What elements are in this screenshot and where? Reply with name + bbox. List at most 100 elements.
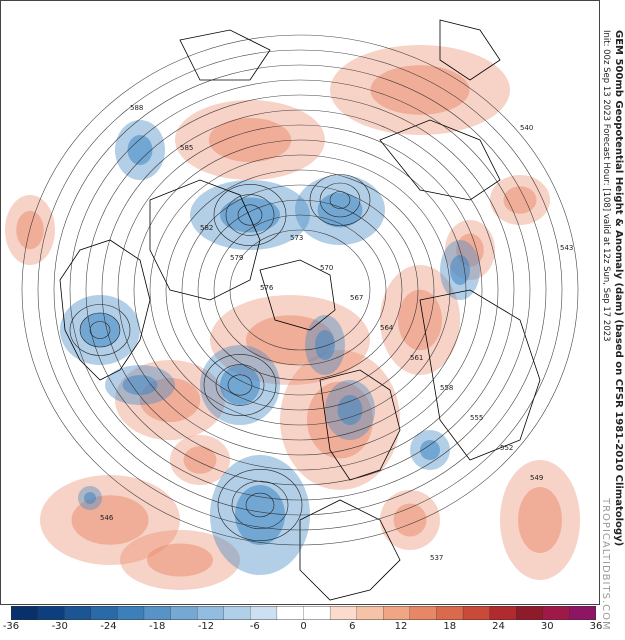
coastline — [419, 289, 541, 461]
height-contour — [149, 154, 451, 426]
height-contour — [229, 229, 371, 351]
colorbar-tick-label: -24 — [100, 621, 117, 632]
low-contour — [89, 321, 111, 339]
colorbar-tick-label: 30 — [540, 621, 554, 632]
height-contour — [165, 169, 435, 411]
low-contour — [319, 182, 361, 218]
colorbar-swatch — [64, 606, 92, 620]
positive-anomaly-core — [183, 446, 217, 474]
positive-anomaly-core — [518, 487, 562, 553]
colorbar-tick-label: 24 — [492, 621, 505, 632]
positive-anomaly-core — [370, 65, 470, 115]
negative-anomaly-core — [420, 440, 440, 460]
colorbar-tick-label: 0 — [300, 621, 307, 632]
contour-label: 540 — [520, 124, 533, 132]
colorbar-swatch — [37, 606, 65, 620]
colorbar-tick-label: -6 — [249, 621, 260, 632]
colorbar-swatch — [170, 606, 198, 620]
low-contour — [227, 374, 253, 396]
contour-label: 555 — [470, 414, 483, 422]
colorbar-swatch — [11, 606, 39, 620]
contour-label: 546 — [100, 514, 114, 522]
contour-label: 579 — [230, 254, 243, 262]
positive-anomaly-core — [398, 289, 442, 351]
colorbar-swatch — [196, 606, 225, 620]
contour-label: 567 — [350, 294, 363, 302]
height-contour — [133, 139, 467, 441]
colorbar-swatch — [117, 606, 145, 620]
coastline — [379, 119, 501, 201]
height-contour — [213, 214, 387, 366]
colorbar-tick-label: -36 — [2, 621, 20, 632]
colorbar-swatch — [276, 606, 305, 620]
height-contour — [117, 124, 483, 456]
positive-anomaly-core — [208, 118, 292, 162]
colorbar-swatch — [409, 606, 438, 620]
colorbar-tick-label: 6 — [349, 621, 356, 632]
low-contour — [79, 312, 121, 348]
chart-title: GEM 500mb Geopotential Height & Anomaly … — [613, 30, 624, 547]
low-contour — [225, 194, 275, 236]
negative-anomaly-core — [235, 485, 285, 545]
colorbar-tick-label: 18 — [443, 621, 457, 632]
coastline — [149, 179, 261, 301]
negative-anomaly-core — [122, 375, 158, 395]
low-contour — [203, 354, 277, 416]
positive-anomaly-core — [393, 503, 427, 537]
low-contour — [217, 468, 303, 541]
contour-label: 588 — [130, 104, 143, 112]
negative-anomaly-core — [127, 135, 153, 165]
colorbar-swatch — [569, 606, 596, 620]
colorbar-swatch — [90, 606, 119, 620]
colorbar-swatch — [436, 606, 464, 620]
coastline — [179, 29, 271, 81]
positive-anomaly-core — [246, 315, 334, 365]
colorbar-swatch — [356, 606, 384, 620]
contour-label: 573 — [290, 234, 303, 242]
negative-anomaly-core — [315, 330, 335, 360]
height-contour — [197, 199, 403, 381]
colorbar-swatch — [329, 606, 358, 620]
positive-anomaly-core — [503, 186, 537, 214]
colorbar-swatch — [383, 606, 411, 620]
contour-label: 564 — [380, 324, 394, 332]
negative-anomaly-core — [84, 492, 96, 504]
contour-label: 552 — [500, 444, 513, 452]
low-contour — [329, 191, 351, 209]
positive-anomaly-layer — [5, 45, 580, 590]
low-contour — [231, 480, 289, 530]
low-contour — [215, 364, 265, 406]
map-panel: 588 585 582 579 576 573 570 567 564 561 558 555 552 5… — [0, 0, 600, 605]
positive-anomaly-core — [147, 543, 213, 577]
colorbar-swatch — [223, 606, 251, 620]
colorbar-tick-label: -30 — [51, 621, 68, 632]
colorbar-tick-label: -18 — [149, 621, 166, 632]
colorbar-tick-label: -12 — [197, 621, 215, 632]
colorbar-swatch — [303, 606, 331, 620]
contour-label: 537 — [430, 554, 443, 562]
contour-label: 576 — [260, 284, 274, 292]
chart-subtitle: Init: 00z Sep 13 2023 Forecast Hour: [10… — [601, 30, 611, 342]
negative-anomaly-core — [337, 395, 363, 425]
coastline — [319, 369, 401, 481]
negative-anomaly-core — [80, 312, 120, 348]
colorbar-swatch — [516, 606, 544, 620]
colorbar-swatch — [143, 606, 172, 620]
low-contour — [237, 204, 263, 226]
contour-label: 543 — [560, 244, 573, 252]
height-contour — [21, 34, 579, 546]
low-contour — [213, 184, 287, 246]
colorbar-labels: -36 -30 -24 -18 -12 -6 0 6 12 18 24 30 36 — [0, 621, 625, 639]
colorbar-swatch — [489, 606, 517, 620]
height-contour-layer — [21, 34, 579, 546]
negative-anomaly-layer — [60, 120, 480, 575]
coastline — [439, 19, 501, 81]
coastline — [59, 239, 151, 381]
colorbar-swatch — [542, 606, 571, 620]
contour-label: 570 — [320, 264, 333, 272]
contour-label: 561 — [410, 354, 423, 362]
colorbar-tick-label: 12 — [394, 621, 408, 632]
height-contour — [37, 49, 563, 531]
negative-anomaly-core — [450, 255, 470, 285]
low-contour — [69, 304, 131, 356]
